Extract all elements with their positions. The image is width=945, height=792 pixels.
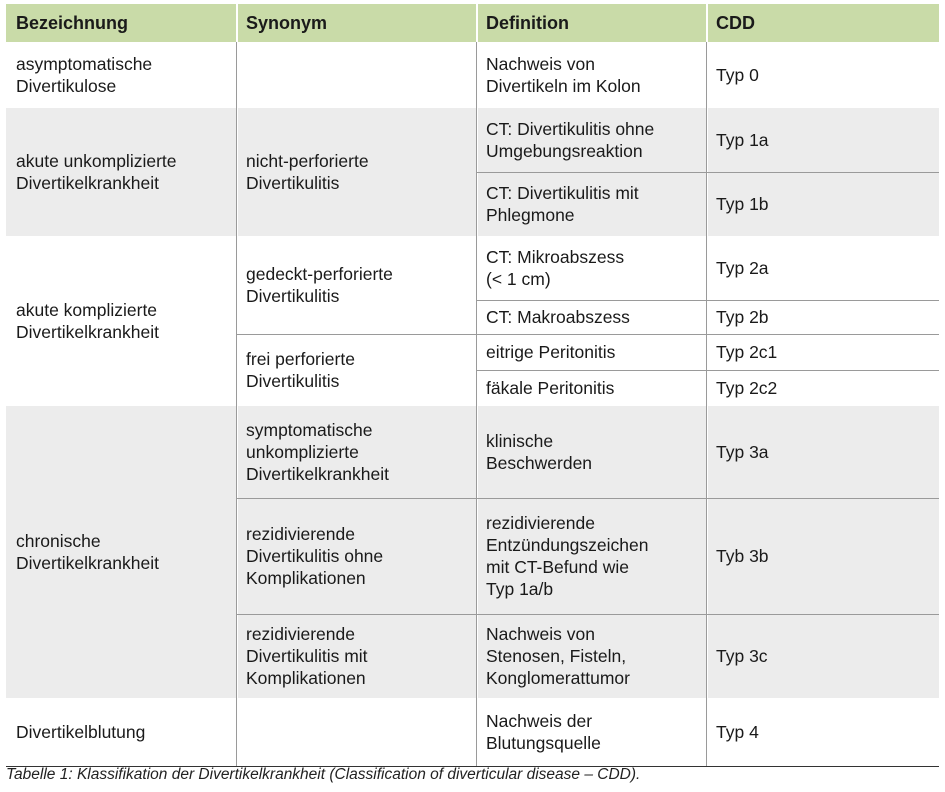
definition-cell-text: fäkale Peritonitis (486, 378, 615, 398)
cdd-cell-text: Typ 2b (716, 307, 769, 327)
definition-cell: CT: Mikroabszess (< 1 cm) (476, 236, 706, 300)
cdd-cell: Typ 1a (706, 108, 939, 172)
definition-cell-text: Nachweis von Divertikeln im Kolon (486, 54, 641, 96)
table-caption: Tabelle 1: Klassifikation der Divertikel… (6, 766, 641, 783)
definition-cell: eitrige Peritonitis (476, 334, 706, 370)
cdd-cell-text: Typ 2c1 (716, 342, 778, 362)
definition-cell: Nachweis der Blutungsquelle (476, 698, 706, 766)
synonym-cell: symptomatische unkomplizierte Divertikel… (236, 406, 476, 498)
cdd-cell-text: Typ 2a (716, 258, 769, 278)
cdd-cell: Typ 2a (706, 236, 939, 300)
bezeichnung-cell: asymptomatische Divertikulose (6, 42, 236, 108)
synonym-cell-text: rezidivierende Divertikulitis mit Kompli… (246, 624, 368, 688)
column-divider-line (706, 42, 707, 766)
row-divider (476, 300, 939, 301)
header-cell-text: CDD (716, 13, 755, 33)
cdd-cell-text: Typ 3a (716, 442, 769, 462)
definition-cell: CT: Makroabszess (476, 300, 706, 334)
bezeichnung-cell-text: chronische Divertikelkrankheit (16, 531, 159, 573)
row-divider (476, 172, 939, 173)
bezeichnung-cell-text: akute unkomplizierte Divertikelkrankheit (16, 151, 177, 193)
synonym-cell: frei perforierte Divertikulitis (236, 334, 476, 406)
synonym-cell-text: gedeckt-perforierte Divertikulitis (246, 264, 393, 306)
definition-cell-text: klinische Beschwerden (486, 431, 593, 473)
cdd-cell: Typ 4 (706, 698, 939, 766)
column-divider-line (476, 42, 477, 766)
header-cell-text: Definition (486, 13, 569, 33)
cdd-cell-text: Typ 1b (716, 194, 769, 214)
cdd-cell: Typ 1b (706, 172, 939, 236)
row-divider (476, 370, 939, 371)
cdd-cell-text: Typ 3c (716, 646, 768, 666)
cdd-cell-text: Typ 4 (716, 722, 759, 742)
shaded-group-band (6, 406, 939, 698)
bezeichnung-cell: akute unkomplizierte Divertikelkrankheit (6, 108, 236, 236)
synonym-cell: rezidivierende Divertikulitis ohne Kompl… (236, 498, 476, 614)
bezeichnung-cell: chronische Divertikelkrankheit (6, 406, 236, 698)
column-divider (706, 4, 708, 766)
definition-cell-text: Nachweis der Blutungsquelle (486, 711, 601, 753)
definition-cell-text: CT: Divertikulitis mit Phlegmone (486, 183, 639, 225)
header-cell-text: Synonym (246, 13, 328, 33)
table-bottom-border (6, 766, 939, 767)
column-divider (476, 4, 478, 766)
cdd-cell-text: Tyb 3b (716, 546, 769, 566)
definition-cell: Nachweis von Stenosen, Fisteln, Konglome… (476, 614, 706, 698)
definition-cell-text: Nachweis von Stenosen, Fisteln, Konglome… (486, 624, 630, 688)
header-cell: Synonym (236, 4, 476, 42)
cdd-cell: Typ 3c (706, 614, 939, 698)
row-divider (236, 334, 939, 335)
column-divider (236, 4, 238, 766)
definition-cell: CT: Divertikulitis ohne Umgebungsreaktio… (476, 108, 706, 172)
synonym-cell: gedeckt-perforierte Divertikulitis (236, 236, 476, 334)
synonym-cell: nicht-perforierte Divertikulitis (236, 108, 476, 236)
definition-cell-text: rezidivierende Entzündungszeichen mit CT… (486, 513, 649, 599)
header-cell: Definition (476, 4, 706, 42)
cdd-cell-text: Typ 2c2 (716, 378, 778, 398)
definition-cell: rezidivierende Entzündungszeichen mit CT… (476, 498, 706, 614)
definition-cell-text: CT: Mikroabszess (< 1 cm) (486, 247, 625, 289)
synonym-cell-text: symptomatische unkomplizierte Divertikel… (246, 420, 389, 484)
header-cell: Bezeichnung (6, 4, 236, 42)
header-cell: CDD (706, 4, 939, 42)
cdd-cell: Typ 3a (706, 406, 939, 498)
definition-cell-text: CT: Divertikulitis ohne Umgebungsreaktio… (486, 119, 655, 161)
synonym-cell-text: rezidivierende Divertikulitis ohne Kompl… (246, 524, 384, 588)
definition-cell: Nachweis von Divertikeln im Kolon (476, 42, 706, 108)
definition-cell-text: eitrige Peritonitis (486, 342, 616, 362)
cdd-cell: Typ 0 (706, 42, 939, 108)
bezeichnung-cell-text: Divertikelblutung (16, 722, 146, 742)
header-cell-text: Bezeichnung (16, 13, 129, 33)
synonym-cell: rezidivierende Divertikulitis mit Kompli… (236, 614, 476, 698)
definition-cell: CT: Divertikulitis mit Phlegmone (476, 172, 706, 236)
bezeichnung-cell: Divertikelblutung (6, 698, 236, 766)
bezeichnung-cell: akute komplizierte Divertikelkrankheit (6, 236, 236, 406)
bezeichnung-cell-text: asymptomatische Divertikulose (16, 54, 153, 96)
cdd-cell: Typ 2c2 (706, 370, 939, 406)
row-divider (236, 498, 939, 499)
cdd-cell-text: Typ 0 (716, 65, 759, 85)
bezeichnung-cell-text: akute komplizierte Divertikelkrankheit (16, 300, 159, 342)
cdd-cell: Typ 2b (706, 300, 939, 334)
row-divider (236, 614, 939, 615)
synonym-cell (236, 698, 476, 766)
definition-cell-text: CT: Makroabszess (486, 307, 630, 327)
cdd-cell: Typ 2c1 (706, 334, 939, 370)
synonym-cell (236, 42, 476, 108)
cdd-cell-text: Typ 1a (716, 130, 769, 150)
definition-cell: fäkale Peritonitis (476, 370, 706, 406)
column-divider-line (236, 42, 237, 766)
cdd-cell: Tyb 3b (706, 498, 939, 614)
synonym-cell-text: frei perforierte Divertikulitis (246, 349, 355, 391)
definition-cell: klinische Beschwerden (476, 406, 706, 498)
synonym-cell-text: nicht-perforierte Divertikulitis (246, 151, 369, 193)
